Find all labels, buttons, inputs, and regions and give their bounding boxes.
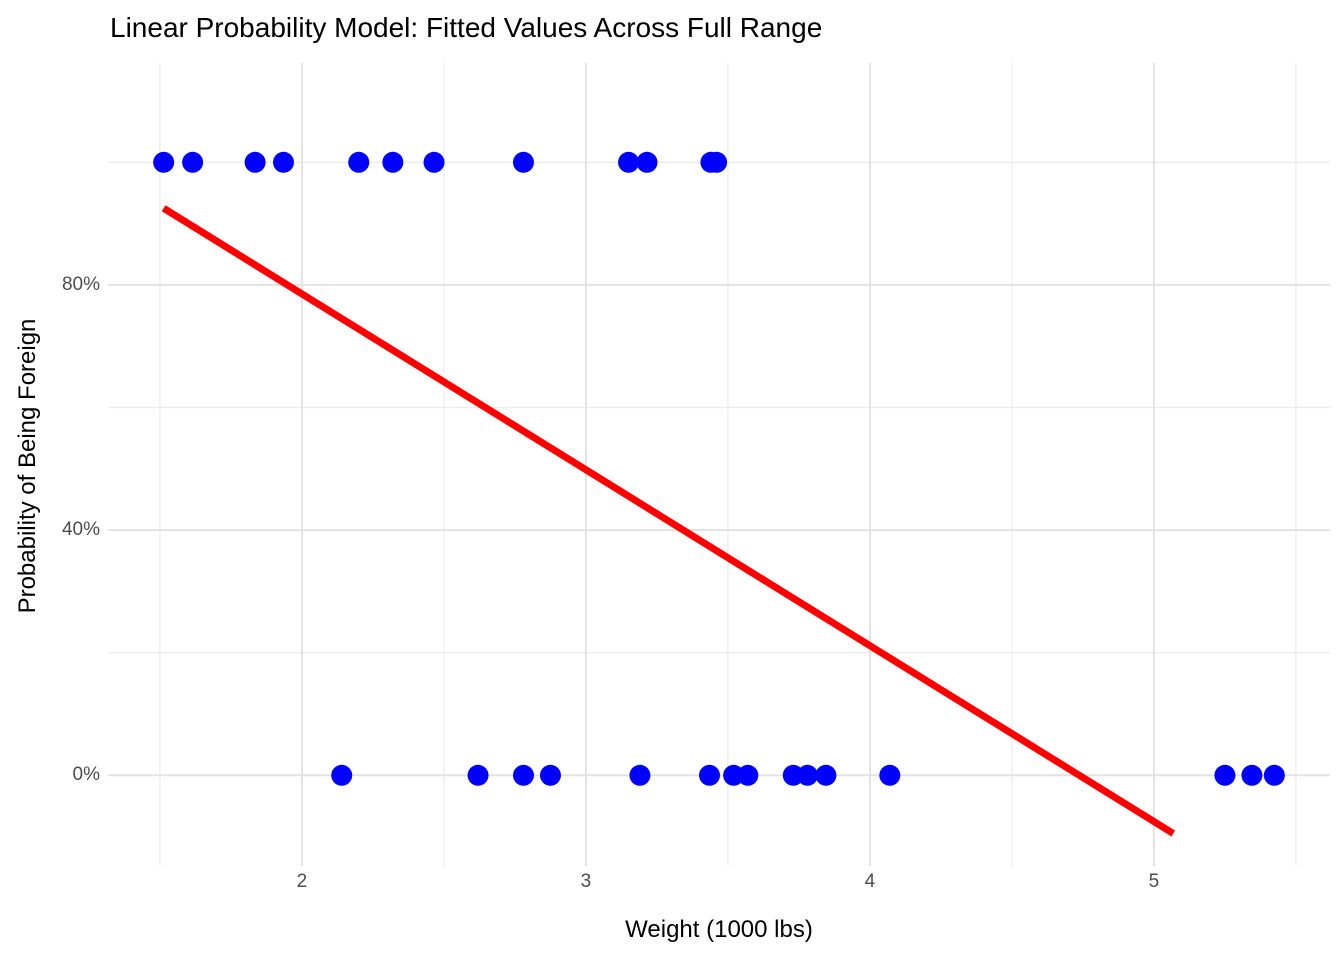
x-tick-label: 2 xyxy=(296,871,308,892)
data-point xyxy=(698,764,720,786)
data-point xyxy=(182,151,204,173)
data-point xyxy=(618,151,640,173)
data-point xyxy=(153,151,175,173)
y-tick-label: 80% xyxy=(61,273,100,295)
y-tick-label: 0% xyxy=(72,764,100,786)
fitted-line xyxy=(161,205,1176,837)
data-point xyxy=(512,764,534,786)
data-point xyxy=(1241,764,1263,786)
x-axis-label: Weight (1000 lbs) xyxy=(625,916,813,943)
y-axis-label: Probability of Being Foreign xyxy=(14,318,41,614)
data-point xyxy=(539,764,561,786)
data-point xyxy=(706,151,728,173)
x-tick-label: 3 xyxy=(580,871,592,892)
data-point xyxy=(331,764,353,786)
data-point xyxy=(348,151,370,173)
data-point xyxy=(636,151,658,173)
chart-title: Linear Probability Model: Fitted Values … xyxy=(110,12,823,43)
data-point xyxy=(467,764,489,786)
data-point xyxy=(382,151,404,173)
data-point xyxy=(629,764,651,786)
data-point xyxy=(423,151,445,173)
data-point xyxy=(512,151,534,173)
data-point xyxy=(1214,764,1236,786)
x-tick-label: 4 xyxy=(864,871,876,892)
data-point xyxy=(815,764,837,786)
y-tick-label: 40% xyxy=(61,519,100,541)
data-point xyxy=(1263,764,1285,786)
x-tick-label: 5 xyxy=(1148,871,1160,892)
data-point xyxy=(737,764,759,786)
data-point xyxy=(796,764,818,786)
data-point xyxy=(879,764,901,786)
data-point xyxy=(273,151,295,173)
data-point xyxy=(244,151,266,173)
